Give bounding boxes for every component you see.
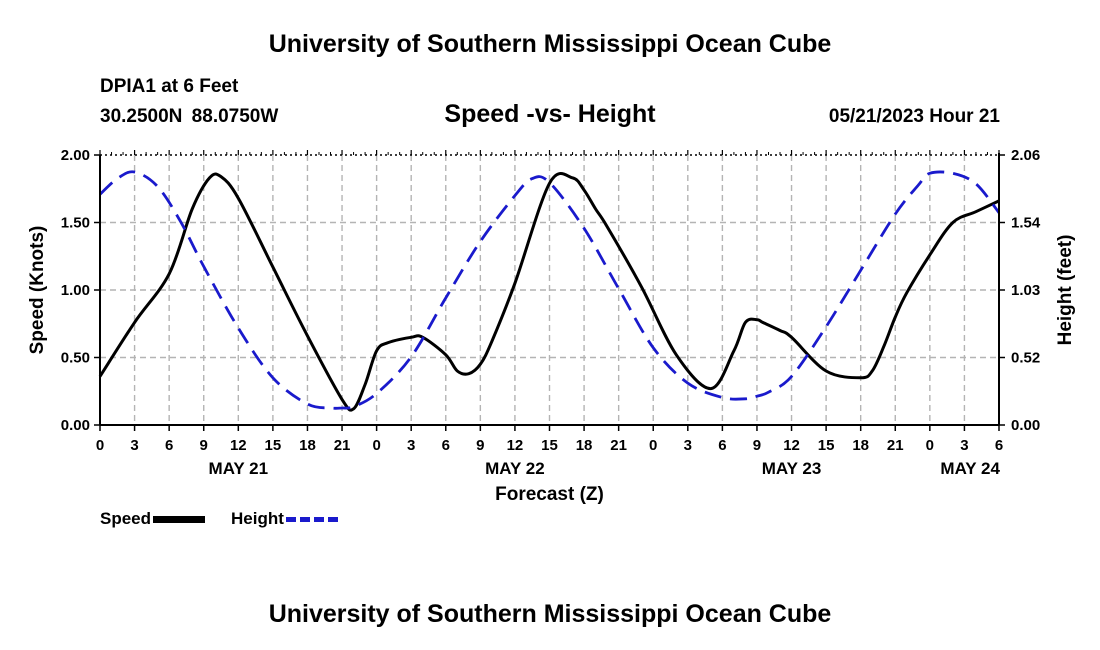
- legend-speed-label: Speed: [100, 509, 152, 528]
- date-label: MAY 21: [209, 459, 269, 478]
- x-tick-label: 3: [407, 437, 415, 454]
- station-coordinates: 30.2500N 88.0750W: [100, 106, 279, 127]
- x-axis-title: Forecast (Z): [495, 484, 604, 505]
- legend-speed: Speed: [100, 509, 206, 529]
- x-tick-label: 12: [507, 437, 524, 454]
- x-tick-label: 6: [165, 437, 173, 454]
- series-speed-line: [98, 172, 1000, 412]
- y-tick-label: 0.50: [61, 350, 90, 367]
- station-label: DPIA1 at 6 Feet: [100, 76, 239, 97]
- x-tick-label: 0: [649, 437, 657, 454]
- x-tick-label: 12: [783, 437, 800, 454]
- axis-labels: 0 3 6 9 12 15 18 21 0 3 6 9 12 15 18 21 0 3 6 9 12 15 18 21 0 3 60…: [27, 147, 1076, 505]
- forecast-datetime: 05/21/2023 Hour 21: [828, 106, 1000, 127]
- x-tick-label: 6: [718, 437, 726, 454]
- x-tick-label: 6: [442, 437, 450, 454]
- x-tick-label: 3: [130, 437, 138, 454]
- series-height-line: [99, 170, 1001, 410]
- y2-tick-label: 1.54: [1011, 215, 1041, 232]
- x-tick-label: 9: [200, 437, 208, 454]
- footer-title: University of Southern Mississippi Ocean…: [268, 600, 832, 628]
- date-label: MAY 24: [940, 459, 1000, 478]
- x-tick-label: 3: [684, 437, 692, 454]
- x-tick-label: 15: [818, 437, 835, 454]
- x-tick-label: 3: [960, 437, 968, 454]
- x-tick-label: 21: [887, 437, 904, 454]
- x-tick-label: 18: [299, 437, 316, 454]
- series-layer: [98, 170, 1001, 412]
- x-tick-label: 0: [96, 437, 104, 454]
- y-tick-label: 1.00: [61, 282, 90, 299]
- x-tick-label: 21: [334, 437, 351, 454]
- chart-title: Speed -vs- Height: [444, 100, 656, 128]
- y2-axis-title: Height (feet): [1055, 235, 1076, 346]
- x-tick-label: 21: [610, 437, 627, 454]
- x-tick-label: 18: [576, 437, 593, 454]
- y-tick-label: 0.00: [61, 417, 90, 434]
- y2-tick-label: 1.03: [1011, 282, 1040, 299]
- legend-height-swatch: [285, 517, 338, 523]
- x-tick-label: 15: [541, 437, 558, 454]
- y-tick-label: 1.50: [61, 215, 90, 232]
- date-label: MAY 22: [485, 459, 545, 478]
- x-tick-label: 0: [926, 437, 934, 454]
- main-title: University of Southern Mississippi Ocean…: [268, 30, 832, 58]
- x-tick-label: 9: [753, 437, 761, 454]
- x-tick-label: 0: [372, 437, 380, 454]
- y2-tick-label: 2.06: [1011, 147, 1040, 164]
- legend-height-label: Height: [231, 509, 284, 528]
- legend-speed-swatch: [153, 516, 206, 524]
- date-label: MAY 23: [762, 459, 822, 478]
- y-tick-label: 2.00: [61, 147, 90, 164]
- axes: [94, 150, 1005, 431]
- x-tick-label: 15: [265, 437, 282, 454]
- y2-tick-label: 0.00: [1011, 417, 1040, 434]
- legend-height: Height: [231, 509, 338, 529]
- x-tick-label: 9: [476, 437, 484, 454]
- x-tick-label: 18: [852, 437, 869, 454]
- y2-tick-label: 0.52: [1011, 350, 1040, 367]
- grid: [100, 155, 999, 425]
- x-tick-label: 12: [230, 437, 247, 454]
- x-tick-label: 6: [995, 437, 1003, 454]
- y-axis-title: Speed (Knots): [27, 226, 48, 355]
